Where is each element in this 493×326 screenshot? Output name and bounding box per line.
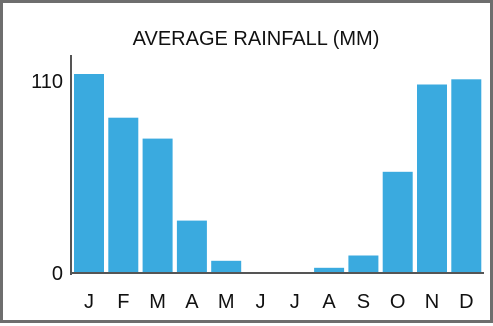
bar-7 (314, 267, 345, 273)
bars-group (74, 74, 482, 273)
bar-9 (382, 171, 413, 273)
y-tick-labels: 0 110 (31, 71, 63, 285)
x-tick-label-7: A (322, 291, 336, 313)
bar-3 (176, 220, 207, 273)
bar-0 (74, 74, 104, 273)
bar-8 (348, 255, 379, 273)
bar-4 (211, 260, 242, 273)
y-tick-label-0: 0 (52, 263, 63, 285)
y-tick-label-1: 110 (31, 71, 63, 93)
x-tick-label-0: J (84, 291, 94, 313)
bar-1 (108, 117, 139, 273)
x-tick-label-11: D (459, 291, 473, 313)
x-tick-label-5: J (256, 291, 266, 313)
x-tick-label-4: M (218, 291, 235, 313)
x-tick-label-6: J (290, 291, 300, 313)
x-tick-label-2: M (149, 291, 166, 313)
x-tick-label-8: S (357, 291, 370, 313)
x-tick-label-9: O (390, 291, 406, 313)
x-tick-label-3: A (185, 291, 199, 313)
chart-title: AVERAGE RAINFALL (MM) (133, 28, 380, 50)
x-tick-label-1: F (117, 291, 129, 313)
bar-11 (451, 79, 482, 273)
bar-2 (142, 138, 173, 273)
x-tick-label-10: N (425, 291, 439, 313)
bar-10 (417, 84, 447, 273)
